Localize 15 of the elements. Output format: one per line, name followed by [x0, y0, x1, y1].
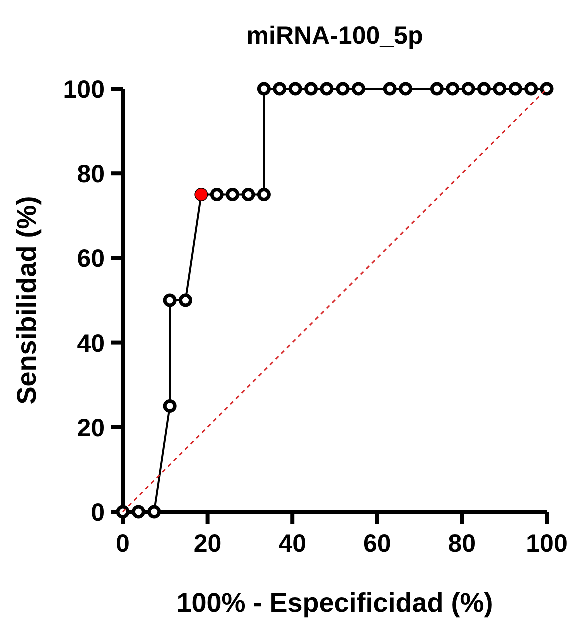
x-tick-label: 100: [526, 530, 568, 558]
y-tick-label: 80: [77, 160, 105, 189]
x-tick-label: 40: [278, 530, 307, 558]
y-tick-label: 40: [77, 330, 105, 358]
y-tick-label: 20: [77, 414, 105, 442]
y-axis-title: Sensibilidad (%): [12, 196, 42, 405]
y-tick-label: 0: [91, 499, 105, 527]
x-tick-label: 20: [194, 530, 222, 558]
x-tick-label: 80: [448, 530, 476, 558]
chart-title: miRNA-100_5p: [246, 22, 424, 50]
y-tick-label: 100: [63, 76, 105, 104]
x-axis-title: 100% - Especificidad (%): [176, 588, 494, 618]
x-tick-label: 60: [363, 530, 392, 558]
x-tick-label: 0: [116, 530, 130, 558]
y-tick-label: 60: [77, 245, 105, 274]
